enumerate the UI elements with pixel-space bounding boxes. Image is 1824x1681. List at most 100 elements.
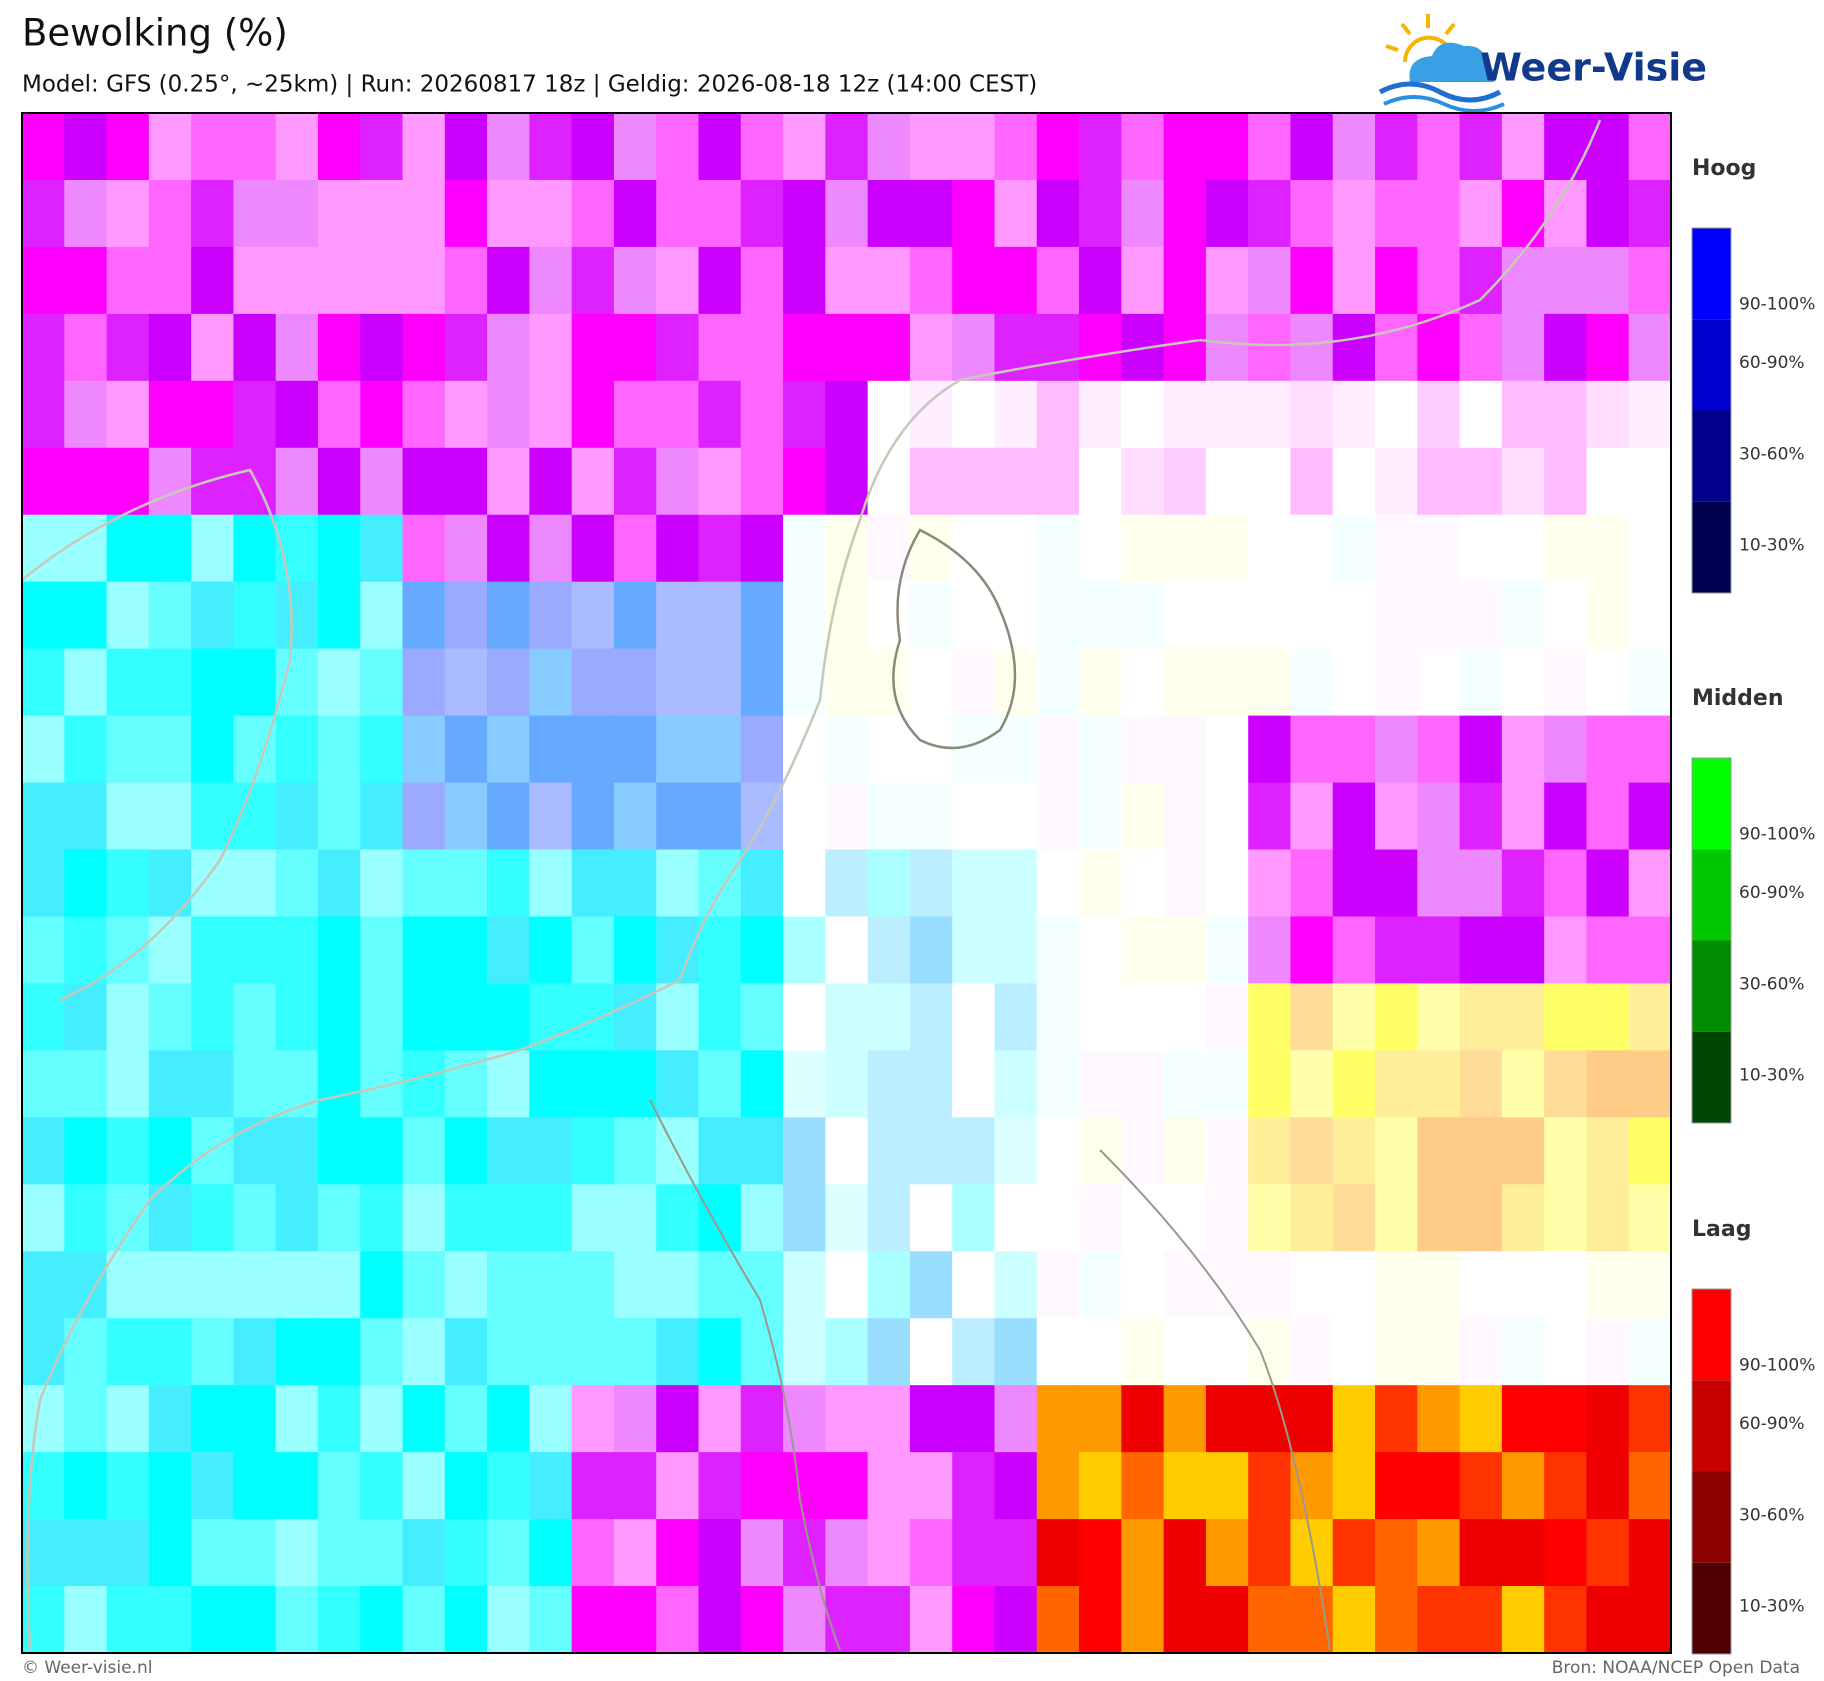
cloud-cell	[317, 1251, 361, 1319]
cloud-cell	[148, 113, 192, 181]
cloud-cell	[867, 1519, 911, 1587]
cloud-cell	[360, 179, 404, 248]
cloud-cell	[1332, 1586, 1376, 1654]
cloud-cell	[1248, 1184, 1291, 1252]
cloud-cell	[1501, 1385, 1545, 1453]
cloud-cell	[783, 1184, 826, 1252]
cloud-cell	[783, 179, 826, 248]
cloud-cell	[1586, 648, 1630, 717]
cloud-cell	[1501, 514, 1545, 583]
cloud-cell	[867, 1251, 911, 1319]
cloud-cell	[1459, 849, 1503, 917]
legend-title: Hoog	[1692, 156, 1756, 181]
cloud-cell	[1079, 849, 1122, 917]
cloud-cell	[1079, 1519, 1122, 1587]
cloud-cell	[1036, 581, 1080, 650]
cloud-cell	[1205, 380, 1249, 449]
cloud-cell	[1586, 1050, 1630, 1118]
cloud-cell	[402, 113, 446, 181]
cloud-cell	[64, 715, 108, 784]
cloud-cell	[1586, 447, 1630, 516]
cloud-cell	[275, 1318, 319, 1386]
cloud-cell	[1417, 447, 1461, 516]
cloud-cell	[740, 313, 784, 382]
cloud-cell	[402, 1117, 446, 1185]
cloud-cell	[487, 983, 530, 1051]
cloud-cell	[402, 1251, 446, 1319]
cloud-cell	[402, 1184, 446, 1252]
cloud-cell	[64, 782, 108, 851]
cloud-cell	[867, 849, 911, 917]
cloud-cell	[529, 1251, 573, 1319]
cloud-cell	[22, 983, 65, 1051]
cloud-cell	[656, 1452, 700, 1520]
cloud-cell	[1036, 246, 1080, 315]
cloud-cell	[1586, 983, 1630, 1051]
cloud-cell	[1248, 782, 1291, 851]
cloud-cell	[360, 514, 404, 583]
cloud-cell	[1459, 916, 1503, 984]
cloud-cell	[1163, 1050, 1207, 1118]
cloud-cell	[444, 313, 488, 382]
cloud-cell	[1205, 849, 1249, 917]
cloud-cell	[909, 313, 953, 382]
cloud-cell	[275, 782, 319, 851]
cloud-cell	[1248, 447, 1291, 516]
cloud-cell	[656, 916, 700, 984]
cloud-cell	[1079, 1184, 1122, 1252]
legend-frame	[1691, 1288, 1732, 1655]
cloud-cell	[106, 1251, 150, 1319]
cloud-cell	[1036, 447, 1080, 516]
cloud-cell	[1586, 313, 1630, 382]
cloud-cell	[191, 715, 234, 784]
cloud-cell	[1375, 313, 1418, 382]
cloud-cell	[1163, 849, 1207, 917]
cloud-cell	[1501, 581, 1545, 650]
cloud-cell	[275, 715, 319, 784]
cloud-cell	[106, 1586, 150, 1654]
cloud-cell	[1586, 1385, 1630, 1453]
cloud-cell	[444, 715, 488, 784]
cloud-cell	[994, 514, 1038, 583]
cloud-cell	[191, 916, 234, 984]
cloud-cell	[1036, 1452, 1080, 1520]
cloud-cell	[656, 983, 700, 1051]
cloud-cell	[1205, 983, 1249, 1051]
cloud-cell	[1628, 1050, 1672, 1118]
cloud-cell	[571, 179, 615, 248]
cloud-cell	[444, 1251, 488, 1319]
cloud-cell	[783, 1318, 826, 1386]
cloud-cell	[233, 1117, 277, 1185]
cloud-cell	[656, 113, 700, 181]
cloud-cell	[360, 1452, 404, 1520]
cloud-cell	[656, 1318, 700, 1386]
cloud-cell	[783, 1117, 826, 1185]
cloud-cell	[487, 782, 530, 851]
cloud-cell	[148, 782, 192, 851]
cloud-cell	[1501, 1117, 1545, 1185]
cloud-cell	[64, 983, 108, 1051]
cloud-cell	[1544, 1385, 1587, 1453]
cloud-cell	[698, 514, 742, 583]
cloud-cell	[783, 782, 826, 851]
cloud-cell	[656, 1184, 700, 1252]
cloud-cell	[867, 648, 911, 717]
cloud-cell	[613, 447, 657, 516]
cloud-cell	[487, 1586, 530, 1654]
cloud-cell	[317, 916, 361, 984]
cloud-cell	[64, 849, 108, 917]
cloud-cell	[740, 1117, 784, 1185]
cloud-cell	[1332, 1184, 1376, 1252]
cloud-cell	[867, 1184, 911, 1252]
cloud-cell	[909, 1050, 953, 1118]
cloud-cell	[1628, 849, 1672, 917]
cloud-cell	[275, 380, 319, 449]
cloud-cell	[952, 380, 995, 449]
lake-outline	[892, 528, 1017, 750]
cloud-cell	[952, 916, 995, 984]
cloud-cell	[1290, 447, 1334, 516]
cloud-cell	[444, 983, 488, 1051]
cloud-cell	[613, 113, 657, 181]
cloud-cell	[1417, 380, 1461, 449]
cloud-cell	[1163, 447, 1207, 516]
